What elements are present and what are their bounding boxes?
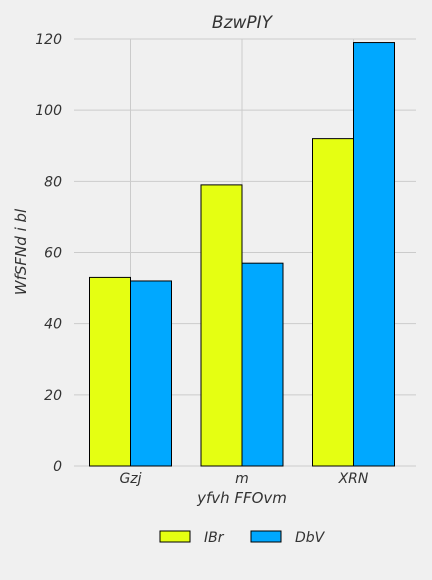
y-tick-label: 20 — [44, 388, 62, 404]
legend-swatch — [250, 530, 282, 543]
bar — [353, 42, 395, 467]
legend-swatch — [159, 530, 191, 543]
legend-label: DbV — [295, 530, 326, 546]
y-tick-label: 120 — [35, 32, 62, 48]
bar — [241, 262, 284, 467]
bar — [89, 276, 131, 467]
y-tick-label: 0 — [53, 459, 62, 475]
x-axis-label: yfvh FFOvm — [196, 489, 287, 507]
bar — [130, 280, 172, 467]
x-tick-label: m — [235, 471, 249, 487]
y-tick-label: 80 — [44, 174, 62, 190]
tick-labels: 0 20 40 60 80 100 120 Gzj m XRN — [35, 32, 369, 487]
y-tick-label: 100 — [35, 103, 62, 119]
x-tick-label: Gzj — [119, 471, 141, 487]
chart-title: BzwPIY — [212, 13, 274, 33]
y-tick-label: 40 — [44, 317, 62, 333]
bar — [200, 184, 243, 467]
y-axis-label: WfSFNd i bl — [12, 208, 30, 295]
bars — [89, 42, 395, 467]
x-tick-label: XRN — [338, 471, 369, 487]
legend-label: IBr — [204, 530, 225, 546]
bar — [312, 138, 354, 467]
legend: IBr DbV — [159, 530, 326, 546]
y-tick-label: 60 — [44, 246, 62, 262]
